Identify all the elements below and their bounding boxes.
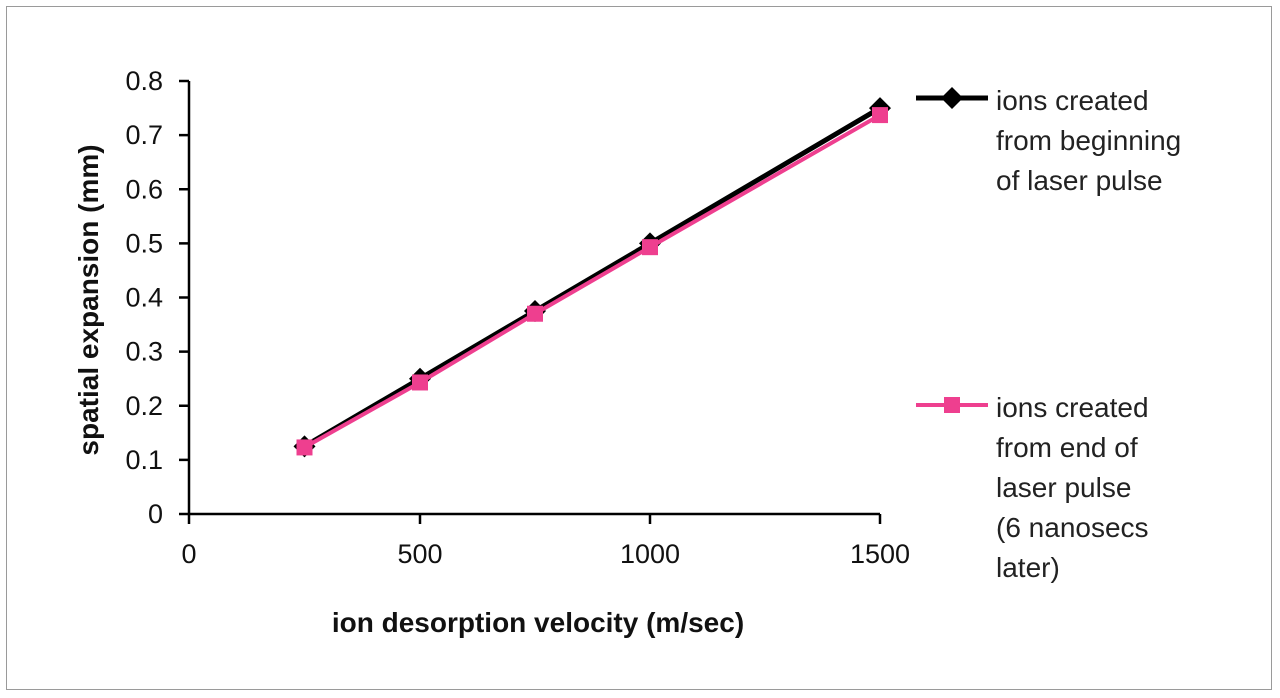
legend: ions created from beginning of laser pulse… [916, 85, 1181, 583]
legend-label-line: later) [996, 552, 1060, 583]
y-tick-label: 0.7 [125, 120, 163, 150]
x-ticks: 0 500 1000 1500 [181, 514, 910, 569]
legend-entry-1: ions created from beginning of laser pulse [916, 85, 1181, 196]
x-axis-title: ion desorption velocity (m/sec) [332, 607, 744, 638]
y-tick-label: 0.1 [125, 445, 163, 475]
data-point [642, 239, 658, 256]
series-line [303, 113, 881, 450]
y-tick-label: 0.4 [125, 283, 163, 313]
y-tick-label: 0.3 [125, 337, 163, 367]
y-axis-title: spatial expansion (mm) [73, 144, 104, 455]
data-point [412, 374, 428, 391]
series-2 [296, 107, 888, 456]
x-tick-label: 500 [397, 539, 442, 569]
y-tick-label: 0.5 [125, 228, 163, 258]
axes [187, 81, 880, 516]
legend-marker [941, 87, 963, 109]
chart-frame [6, 6, 1272, 690]
legend-label-line: laser pulse [996, 472, 1131, 503]
y-ticks: 0 0.1 0.2 0.3 0.4 0.5 0.6 0.7 0.8 [125, 66, 189, 529]
y-tick-label: 0.6 [125, 174, 163, 204]
legend-label-line: ions created [996, 392, 1149, 423]
legend-label-line: (6 nanosecs [996, 512, 1149, 543]
legend-label-line: ions created [996, 85, 1149, 116]
x-tick-label: 0 [181, 539, 196, 569]
plot-area [293, 97, 891, 458]
data-point [872, 107, 888, 124]
data-point [296, 439, 313, 456]
legend-entry-2: ions created from end of laser pulse (6 nan… [916, 392, 1149, 583]
x-tick-label: 1000 [620, 539, 680, 569]
data-point [527, 305, 543, 322]
legend-label-line: from end of [996, 432, 1138, 463]
legend-marker [944, 397, 960, 413]
series-line [303, 105, 882, 449]
legend-label-line: of laser pulse [996, 165, 1163, 196]
y-tick-label: 0.8 [125, 66, 163, 96]
x-tick-label: 1500 [850, 539, 910, 569]
y-tick-label: 0.2 [125, 391, 163, 421]
legend-label-line: from beginning [996, 125, 1181, 156]
y-tick-label: 0 [148, 499, 163, 529]
